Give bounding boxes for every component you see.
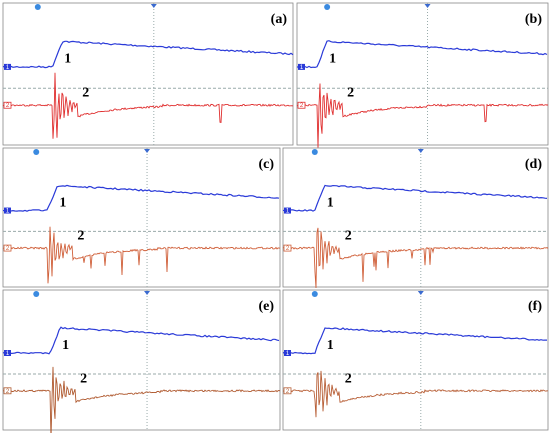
channel-marker-label: 2 — [6, 246, 10, 252]
panel-frame — [282, 289, 549, 431]
panel-frame — [2, 147, 281, 288]
time-marker — [33, 291, 40, 297]
time-marker — [33, 149, 40, 155]
panel-frame — [296, 2, 549, 146]
channel-marker — [283, 244, 292, 252]
panel-label: (e) — [258, 299, 274, 314]
scope-panel: 1 2 (e) 1 2 — [2, 289, 281, 433]
panel-label: (a) — [271, 12, 288, 27]
channel-marker — [284, 350, 291, 356]
time-marker — [34, 4, 41, 10]
trace-1 — [282, 184, 548, 212]
trace-label: 2 — [80, 371, 87, 386]
time-marker — [324, 4, 331, 10]
channel-marker — [298, 63, 305, 70]
channel-marker-label: 2 — [300, 103, 304, 109]
trace-label: 1 — [62, 338, 69, 353]
channel-marker-label: 2 — [6, 389, 10, 395]
trace-1 — [2, 184, 280, 212]
channel-marker — [3, 101, 12, 109]
trigger-marker — [424, 4, 431, 8]
panel-label: (c) — [258, 157, 274, 172]
channel-marker-label: 2 — [286, 246, 290, 252]
trace-label: 1 — [59, 195, 66, 210]
trace-2 — [3, 366, 281, 433]
trigger-marker — [417, 149, 424, 153]
channel-marker — [3, 244, 12, 252]
time-marker — [311, 149, 318, 155]
trigger-marker — [144, 149, 151, 153]
channel-marker-label: 2 — [6, 103, 10, 109]
trace-label: 2 — [345, 229, 352, 244]
trace-label: 1 — [327, 195, 334, 210]
trace-label: 2 — [82, 86, 89, 101]
panel-label: (b) — [525, 12, 542, 27]
trace-label: 1 — [329, 52, 336, 67]
trace-1 — [2, 40, 294, 69]
trigger-marker — [150, 4, 157, 8]
trace-2 — [282, 227, 549, 289]
channel-marker-label: 1 — [286, 209, 290, 215]
channel-marker — [283, 387, 292, 395]
trace-1 — [2, 326, 280, 355]
panel-label: (f) — [528, 299, 542, 314]
scope-panel: 1 2 (d) 1 2 — [282, 147, 549, 289]
channel-marker — [4, 63, 11, 70]
trigger-marker — [144, 291, 151, 295]
trace-label: 1 — [327, 338, 334, 353]
trace-1 — [296, 40, 548, 69]
trace-2 — [2, 72, 294, 139]
trace-label: 2 — [77, 229, 84, 244]
channel-marker-label: 2 — [286, 389, 290, 395]
scope-panel: 1 2 (a) 1 2 — [2, 2, 294, 146]
panel-frame — [2, 289, 281, 431]
time-marker — [311, 291, 318, 297]
channel-marker-label: 1 — [6, 351, 10, 357]
scope-panel: 1 2 (f) 1 2 — [282, 289, 549, 431]
trace-label: 2 — [345, 371, 352, 386]
trace-label: 1 — [64, 52, 71, 67]
channel-marker-label: 1 — [286, 351, 290, 357]
panel-frame — [2, 2, 294, 146]
panel-frame — [282, 147, 549, 288]
trace-2 — [296, 83, 549, 148]
channel-marker-label: 1 — [300, 65, 304, 71]
channel-marker — [4, 207, 11, 214]
channel-marker — [297, 101, 306, 109]
trace-label: 2 — [347, 86, 354, 101]
trace-2 — [282, 370, 549, 418]
channel-marker — [4, 350, 11, 356]
scope-panel: 1 2 (c) 1 2 — [2, 147, 281, 288]
trigger-marker — [417, 291, 424, 295]
channel-marker-label: 1 — [6, 65, 10, 71]
trace-2 — [2, 226, 281, 284]
channel-marker-label: 1 — [6, 209, 10, 215]
scope-panel: 1 2 (b) 1 2 — [296, 2, 549, 148]
channel-marker — [3, 387, 12, 395]
trace-1 — [282, 327, 547, 355]
panel-label: (d) — [525, 157, 542, 172]
channel-marker — [284, 207, 291, 214]
